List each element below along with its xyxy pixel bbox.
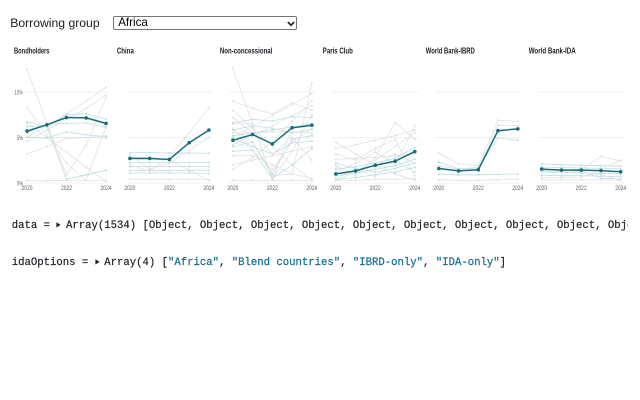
svg-text:2022: 2022 [576, 185, 587, 192]
svg-text:0%: 0% [17, 180, 24, 187]
svg-text:5%: 5% [17, 135, 24, 142]
svg-text:2020: 2020 [124, 185, 135, 192]
svg-text:2024: 2024 [203, 185, 214, 192]
svg-text:Bondholders: Bondholders [14, 47, 50, 56]
svg-text:2024: 2024 [615, 185, 626, 192]
svg-text:China: China [117, 47, 134, 56]
svg-text:2022: 2022 [370, 185, 381, 192]
svg-text:2024: 2024 [306, 185, 317, 192]
svg-text:2020: 2020 [227, 185, 238, 192]
svg-text:World Bank-IBRD: World Bank-IBRD [426, 47, 475, 56]
svg-text:2022: 2022 [61, 185, 72, 192]
svg-text:2020: 2020 [536, 185, 547, 192]
svg-text:2020: 2020 [22, 185, 33, 192]
svg-text:10%: 10% [15, 89, 24, 96]
svg-text:2020: 2020 [433, 185, 444, 192]
svg-text:Paris Club: Paris Club [323, 47, 353, 56]
svg-text:2024: 2024 [512, 185, 523, 192]
svg-text:Non-concessional: Non-concessional [220, 47, 273, 56]
svg-text:2022: 2022 [164, 185, 175, 192]
svg-text:2020: 2020 [330, 185, 341, 192]
svg-text:2022: 2022 [473, 185, 484, 192]
svg-text:World Bank-IDA: World Bank-IDA [529, 47, 576, 56]
svg-text:2024: 2024 [409, 185, 420, 192]
svg-text:2022: 2022 [267, 185, 278, 192]
svg-text:2024: 2024 [101, 185, 112, 192]
